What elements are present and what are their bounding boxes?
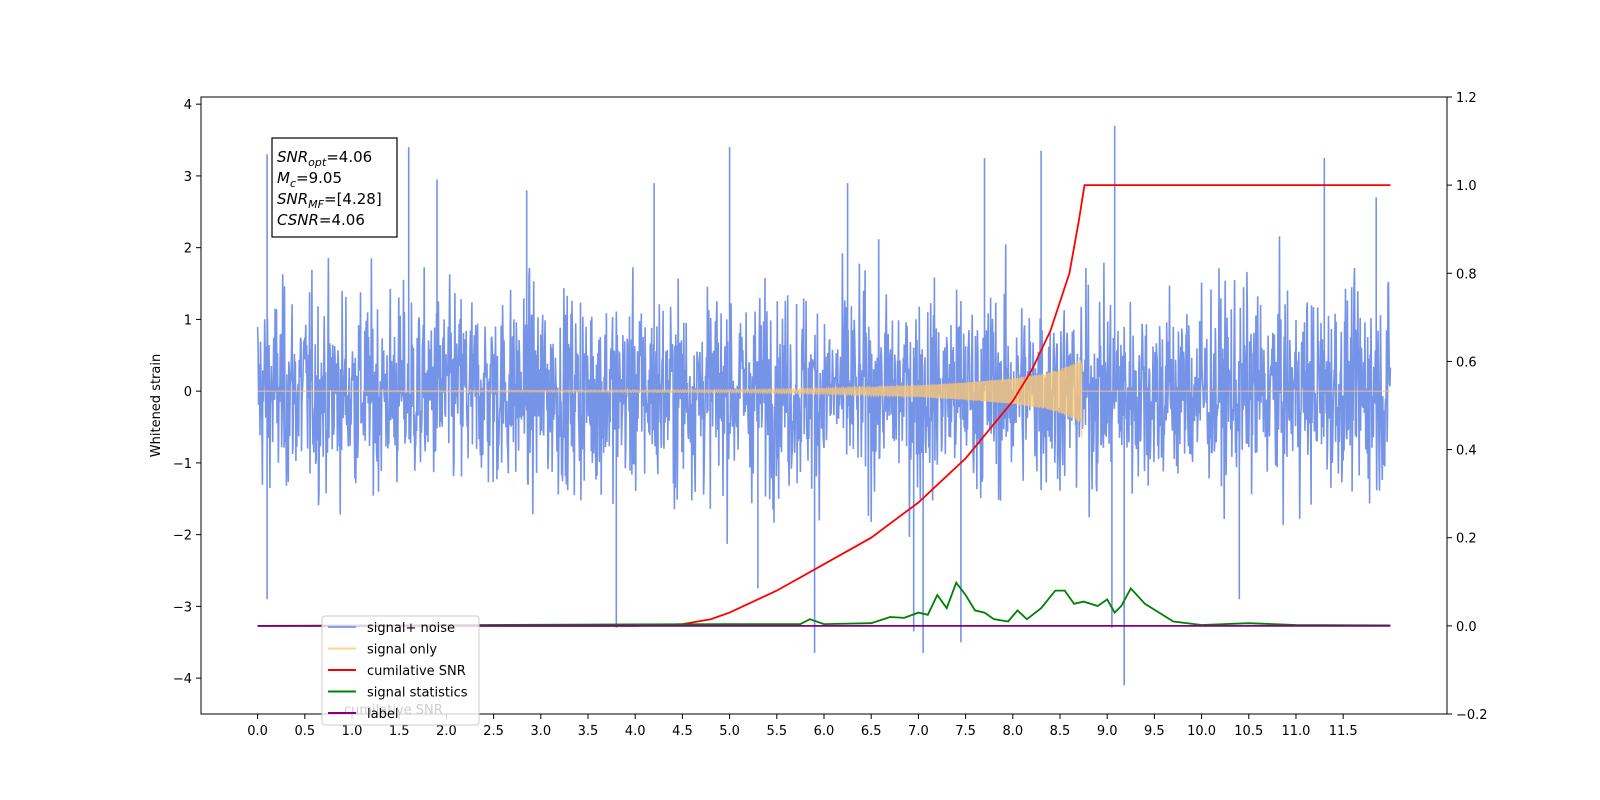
x-tick-label: 10.5 (1234, 724, 1263, 739)
annotation-line: Mc=9.05 (277, 169, 342, 190)
y-left-tick-label: −2 (173, 529, 192, 544)
x-tick-label: 4.0 (625, 724, 646, 739)
annotation-line: CSNR=4.06 (277, 211, 365, 229)
x-tick-label: 8.5 (1050, 724, 1071, 739)
x-axis-ticks: 0.0 0.5 1.0 1.5 2.0 2.5 3.0 3.5 4.0 4.5 5.0 5.5 6.0 6… (247, 714, 1358, 739)
y-right-tick-label: 0.8 (1456, 267, 1477, 282)
series-signal-statistics (257, 580, 1391, 627)
x-tick-label: 3.5 (578, 724, 599, 739)
x-tick-label: 11.0 (1281, 724, 1310, 739)
y-left-tick-label: 4 (184, 98, 192, 113)
annotation-frame (271, 137, 398, 238)
legend-label: signal+ noise (367, 621, 455, 636)
x-tick-label: 4.5 (672, 724, 693, 739)
x-tick-label: 2.5 (483, 724, 504, 739)
x-tick-label: 11.5 (1329, 724, 1358, 739)
x-tick-label: 8.0 (1002, 724, 1023, 739)
legend-label: label (367, 707, 398, 722)
y-right-tick-label: 1.0 (1456, 179, 1477, 194)
x-tick-label: 5.5 (766, 724, 787, 739)
x-tick-label: 1.5 (389, 724, 410, 739)
y-left-tick-label: −4 (173, 672, 192, 687)
y-left-tick-label: −1 (173, 457, 192, 472)
x-tick-label: 10.0 (1187, 724, 1216, 739)
y-left-axis-ticks: −4 −3 −2 −1 0 1 2 3 4 (173, 98, 201, 687)
x-tick-label: 7.5 (955, 724, 976, 739)
x-tick-label: 2.0 (436, 724, 457, 739)
series-signal-only (257, 359, 1391, 438)
x-tick-label: 6.0 (814, 724, 835, 739)
series-signal-noise (256, 125, 1392, 686)
plot-layer (256, 125, 1392, 686)
x-tick-label: 7.0 (908, 724, 929, 739)
plot-area (256, 125, 1392, 686)
y-right-tick-label: −0.2 (1456, 708, 1488, 723)
y-right-tick-label: 1.2 (1456, 91, 1477, 106)
y-axis-label: Whitened strain (149, 354, 164, 457)
y-right-axis-ticks: −0.2 0.0 0.2 0.4 0.6 0.8 1.0 1.2 (1447, 91, 1488, 723)
annotation-line: SNRMF=[4.28] (277, 190, 382, 211)
y-left-tick-label: 0 (184, 385, 192, 400)
y-left-tick-label: 1 (184, 313, 192, 328)
x-tick-label: 1.0 (342, 724, 363, 739)
x-tick-label: 0.0 (247, 724, 268, 739)
y-right-tick-label: 0.4 (1456, 444, 1477, 459)
legend-frame (321, 615, 480, 726)
y-left-tick-label: −3 (173, 600, 192, 615)
x-tick-label: 5.0 (719, 724, 740, 739)
x-tick-label: 0.5 (294, 724, 315, 739)
y-right-tick-label: 0.0 (1456, 620, 1477, 635)
x-tick-label: 3.0 (530, 724, 551, 739)
x-tick-label: 9.5 (1144, 724, 1165, 739)
legend-label: signal statistics (367, 686, 468, 701)
legend-label: cumilative SNR (367, 664, 466, 679)
legend-label: signal only (367, 643, 437, 658)
x-tick-label: 9.0 (1097, 724, 1118, 739)
series-cumulative-snr (257, 184, 1391, 627)
y-right-tick-label: 0.6 (1456, 355, 1477, 370)
annotation-line: SNRopt=4.06 (277, 148, 372, 169)
y-left-tick-label: 2 (184, 242, 192, 257)
y-right-tick-label: 0.2 (1456, 532, 1477, 547)
y-left-tick-label: 3 (184, 170, 192, 185)
x-tick-label: 6.5 (861, 724, 882, 739)
